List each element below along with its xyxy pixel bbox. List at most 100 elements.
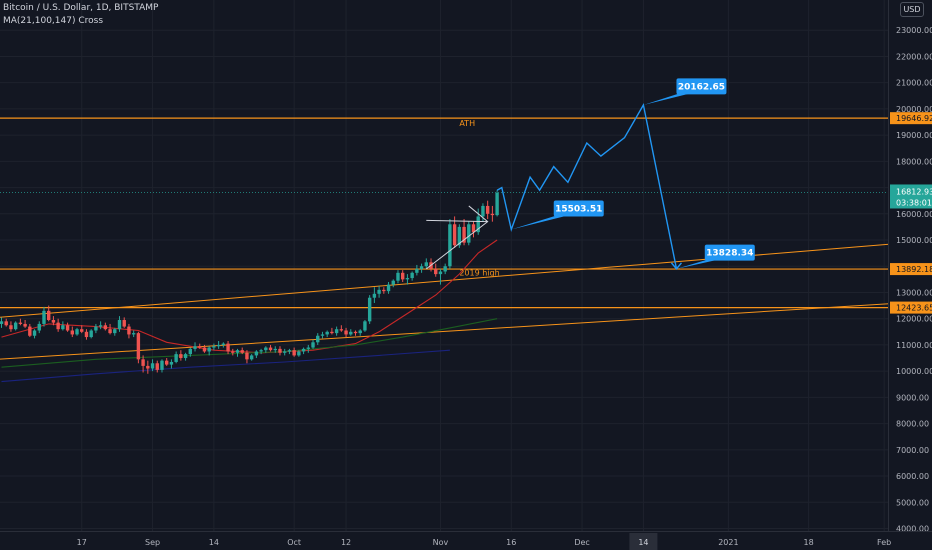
candle-body xyxy=(240,350,244,353)
triangle-outline[interactable] xyxy=(425,205,489,270)
candle-body xyxy=(207,347,211,352)
candle-body xyxy=(311,342,315,348)
candle-body xyxy=(325,331,329,335)
candle-body xyxy=(396,272,400,281)
level-price-tag[interactable] xyxy=(890,301,932,314)
candle-body xyxy=(235,350,240,353)
candle-body xyxy=(160,360,164,370)
candle-body xyxy=(283,351,287,353)
time-highlight-label: 14 xyxy=(638,538,648,547)
candle-body xyxy=(226,343,230,352)
trend-line[interactable] xyxy=(0,303,889,360)
price-axis: 4000.00 5000.00 6000.00 7000.00 8000.00 9000.… xyxy=(889,0,932,534)
candle-body xyxy=(259,350,263,352)
price-tick-label: 7000.00 xyxy=(896,446,929,455)
annotations: ATH 2019 high xyxy=(459,119,499,277)
last-price-label: 16812.93 xyxy=(896,187,932,196)
candle-body xyxy=(297,351,301,356)
price-tick-label: 13000.00 xyxy=(896,288,932,297)
candle-body xyxy=(216,344,221,347)
candle-body xyxy=(61,325,65,330)
candle-body xyxy=(89,330,93,338)
time-axis: 17Sep14Oct12Nov16Dec14202118Feb14 xyxy=(0,532,932,550)
indicator-label[interactable]: MA(21,100,147) Cross xyxy=(3,16,104,26)
candle-body xyxy=(344,330,348,335)
last-price-tag xyxy=(890,184,932,209)
candle-body xyxy=(193,346,197,349)
level-price-tag[interactable] xyxy=(890,263,932,276)
bar-countdown-label: 03:38:01 xyxy=(896,198,932,207)
callout-box[interactable] xyxy=(553,200,604,217)
price-tick-label: 12000.00 xyxy=(896,315,932,324)
candle-body xyxy=(481,205,485,217)
candle-body xyxy=(37,323,41,331)
price-callouts: 20162.65 15503.51 13828.34 xyxy=(511,78,755,269)
candle-body xyxy=(4,321,8,326)
candle-body xyxy=(188,348,192,355)
projection-line[interactable] xyxy=(496,103,678,270)
callout-label: 20162.65 xyxy=(678,82,725,92)
price-tick-label: 23000.00 xyxy=(896,26,932,35)
candle-body xyxy=(254,351,259,356)
candle-body xyxy=(358,330,362,334)
candle-body xyxy=(174,354,178,362)
candle-body xyxy=(51,320,56,323)
level-price-label: 13892.18 xyxy=(896,265,932,274)
price-tick-label: 5000.00 xyxy=(896,498,929,507)
callout-box[interactable] xyxy=(676,78,727,95)
candle-body xyxy=(292,350,296,356)
candle-body xyxy=(471,224,476,233)
candlesticks xyxy=(0,190,499,374)
price-tick-label: 21000.00 xyxy=(896,79,932,88)
time-tick-label: Nov xyxy=(433,538,449,547)
ma-line xyxy=(1,318,498,368)
candle-body xyxy=(490,213,495,216)
candle-body xyxy=(141,359,145,366)
projection-arrowhead xyxy=(670,262,682,270)
candle-body xyxy=(301,348,306,352)
callout-pointer xyxy=(676,258,723,269)
candle-body xyxy=(245,352,249,360)
candle-body xyxy=(386,284,391,292)
callout-box[interactable] xyxy=(704,244,755,261)
price-tick-label: 18000.00 xyxy=(896,157,932,166)
candle-body xyxy=(198,346,202,348)
candle-body xyxy=(13,322,18,330)
candle-body xyxy=(80,329,84,332)
candle-body xyxy=(183,354,188,359)
time-highlight xyxy=(629,533,658,550)
annotation-label: 2019 high xyxy=(459,268,499,277)
time-tick-label: 2021 xyxy=(718,538,738,547)
symbol-title[interactable]: Bitcoin / U.S. Dollar, 1D, BITSTAMP xyxy=(3,3,159,13)
candle-body xyxy=(448,224,452,267)
horizontal-levels xyxy=(0,117,888,309)
candle-body xyxy=(306,347,310,349)
price-tick-label: 19000.00 xyxy=(896,131,932,140)
time-tick-label: Feb xyxy=(877,538,891,547)
candle-body xyxy=(462,226,466,243)
candle-body xyxy=(0,321,4,324)
level-price-tag[interactable] xyxy=(890,112,932,125)
candle-body xyxy=(113,329,117,334)
ma-line xyxy=(1,349,450,383)
candle-body xyxy=(131,333,136,335)
candle-body xyxy=(410,272,414,279)
candle-body xyxy=(415,268,419,273)
currency-button[interactable]: USD xyxy=(900,2,924,17)
candle-body xyxy=(47,310,51,321)
candle-body xyxy=(278,348,282,353)
triangle-pattern xyxy=(425,205,489,270)
candle-body xyxy=(32,330,37,336)
price-tick-label: 11000.00 xyxy=(896,341,932,350)
annotation-label: ATH xyxy=(459,119,475,128)
candle-body xyxy=(377,289,381,294)
candle-body xyxy=(419,266,424,269)
time-tick-label: 14 xyxy=(209,538,219,547)
candle-body xyxy=(476,216,480,233)
callout-pointer xyxy=(511,214,572,230)
price-tick-label: 15000.00 xyxy=(896,236,932,245)
price-tick-label: 8000.00 xyxy=(896,420,929,429)
candle-body xyxy=(339,329,344,331)
time-tick-label: 16 xyxy=(506,538,516,547)
